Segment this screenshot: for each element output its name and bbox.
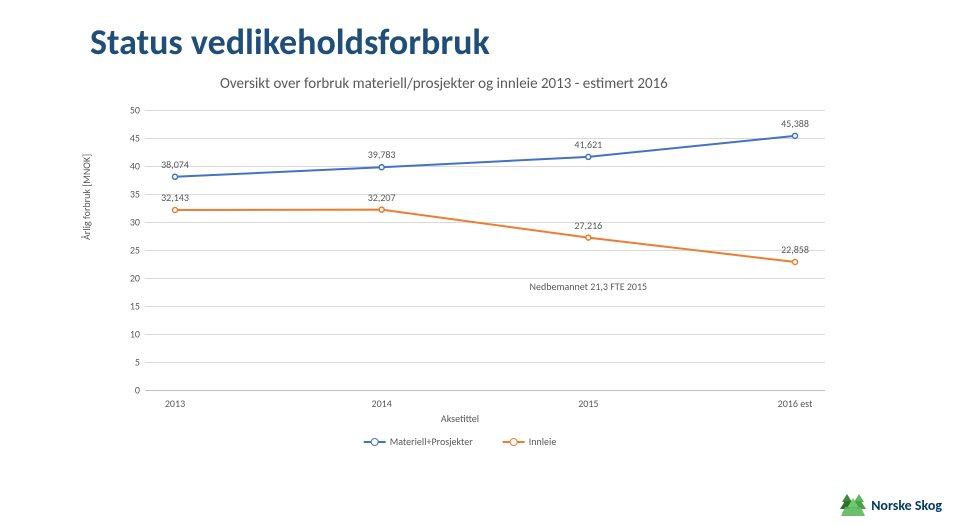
series-marker <box>379 207 384 212</box>
x-tick-label: 2016 est <box>778 397 813 410</box>
y-tick-label: 50 <box>125 104 140 117</box>
series-marker <box>173 174 178 179</box>
series-line-1 <box>175 210 795 262</box>
page-title: Status vedlikeholdsforbruk <box>90 20 490 64</box>
data-label: 45,388 <box>781 117 809 130</box>
data-label: 32,143 <box>161 191 189 204</box>
logo: Norske Skog <box>841 494 942 516</box>
legend-label-1: Innleie <box>529 435 557 448</box>
y-tick-label: 10 <box>125 328 140 341</box>
legend-item-series-1: Innleie <box>503 435 557 448</box>
legend-label-0: Materiell+Prosjekter <box>390 435 473 448</box>
data-label: 27,216 <box>574 219 602 232</box>
logo-icon <box>841 494 865 516</box>
y-tick-label: 30 <box>125 216 140 229</box>
x-tick-label: 2015 <box>578 397 598 410</box>
y-tick-label: 20 <box>125 272 140 285</box>
y-tick-label: 35 <box>125 188 140 201</box>
chart-annotation: Nedbemannet 21,3 FTE 2015 <box>530 280 648 293</box>
series-marker <box>586 235 591 240</box>
y-tick-label: 45 <box>125 132 140 145</box>
data-label: 38,074 <box>161 158 189 171</box>
data-label: 41,621 <box>574 138 602 151</box>
series-marker <box>379 165 384 170</box>
data-label: 22,858 <box>781 243 809 256</box>
series-marker <box>793 133 798 138</box>
chart-svg <box>145 110 825 390</box>
x-axis-label: Aksetittel <box>441 412 479 425</box>
chart-container: Årlig forbruk [MNOK] 0510152025303540455… <box>90 100 830 430</box>
y-tick-label: 25 <box>125 244 140 257</box>
series-marker <box>586 154 591 159</box>
y-tick-label: 40 <box>125 160 140 173</box>
y-tick-label: 15 <box>125 300 140 313</box>
legend: Materiell+Prosjekter Innleie <box>364 435 557 448</box>
y-axis-label: Årlig forbruk [MNOK] <box>80 154 93 240</box>
series-line-0 <box>175 136 795 177</box>
y-tick-label: 0 <box>125 384 140 397</box>
series-marker <box>793 259 798 264</box>
y-tick-label: 5 <box>125 356 140 369</box>
data-label: 39,783 <box>368 148 396 161</box>
series-marker <box>173 207 178 212</box>
x-tick-label: 2013 <box>165 397 185 410</box>
plot-area <box>145 110 825 390</box>
legend-item-series-0: Materiell+Prosjekter <box>364 435 473 448</box>
x-axis-line <box>145 390 825 391</box>
x-tick-label: 2014 <box>372 397 392 410</box>
chart-subtitle: Oversikt over forbruk materiell/prosjekt… <box>220 75 668 93</box>
logo-text: Norske Skog <box>871 497 942 514</box>
data-label: 32,207 <box>368 191 396 204</box>
